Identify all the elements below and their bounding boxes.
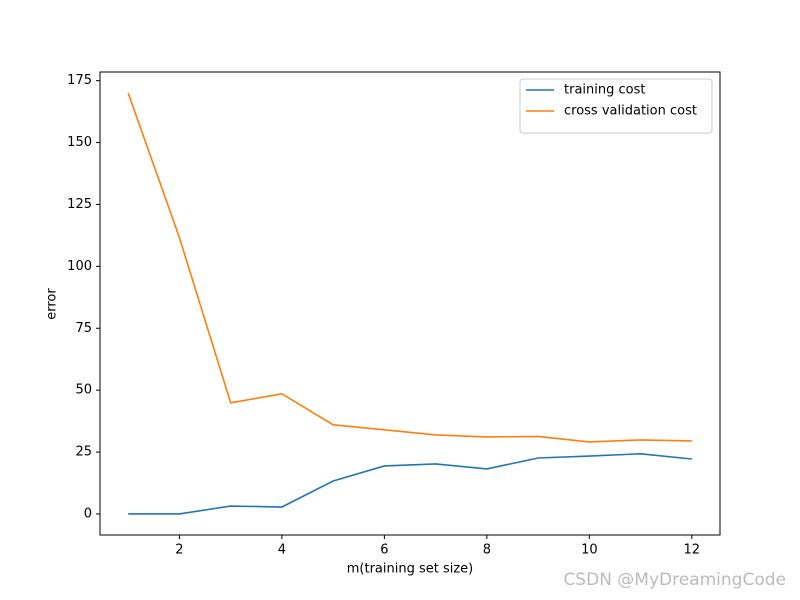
line-series bbox=[128, 452, 692, 515]
x-tick-label: 12 bbox=[684, 543, 701, 558]
x-tick-label: 8 bbox=[483, 543, 491, 558]
y-tick-label: 150 bbox=[67, 135, 92, 150]
legend-label: cross validation cost bbox=[564, 104, 697, 119]
x-tick-label: 4 bbox=[278, 543, 286, 558]
x-tick-label: 6 bbox=[380, 543, 388, 558]
x-tick-label: 10 bbox=[581, 543, 598, 558]
y-tick-label: 75 bbox=[75, 321, 92, 336]
watermark: CSDN @MyDreamingCode bbox=[563, 570, 786, 590]
y-tick-label: 175 bbox=[67, 73, 92, 88]
plot-frame bbox=[99, 71, 721, 536]
legend-box bbox=[519, 78, 713, 134]
x-tick-label: 2 bbox=[175, 543, 183, 558]
legend-label: training cost bbox=[564, 83, 645, 98]
y-tick-label: 100 bbox=[67, 259, 92, 274]
x-axis-label: m(training set size) bbox=[347, 562, 474, 577]
y-tick-label: 125 bbox=[67, 197, 92, 212]
y-tick-label: 50 bbox=[75, 383, 92, 398]
y-tick-label: 25 bbox=[75, 445, 92, 460]
y-tick-label: 0 bbox=[84, 506, 92, 521]
line-series bbox=[127, 92, 692, 443]
y-axis-label: error bbox=[45, 288, 60, 320]
